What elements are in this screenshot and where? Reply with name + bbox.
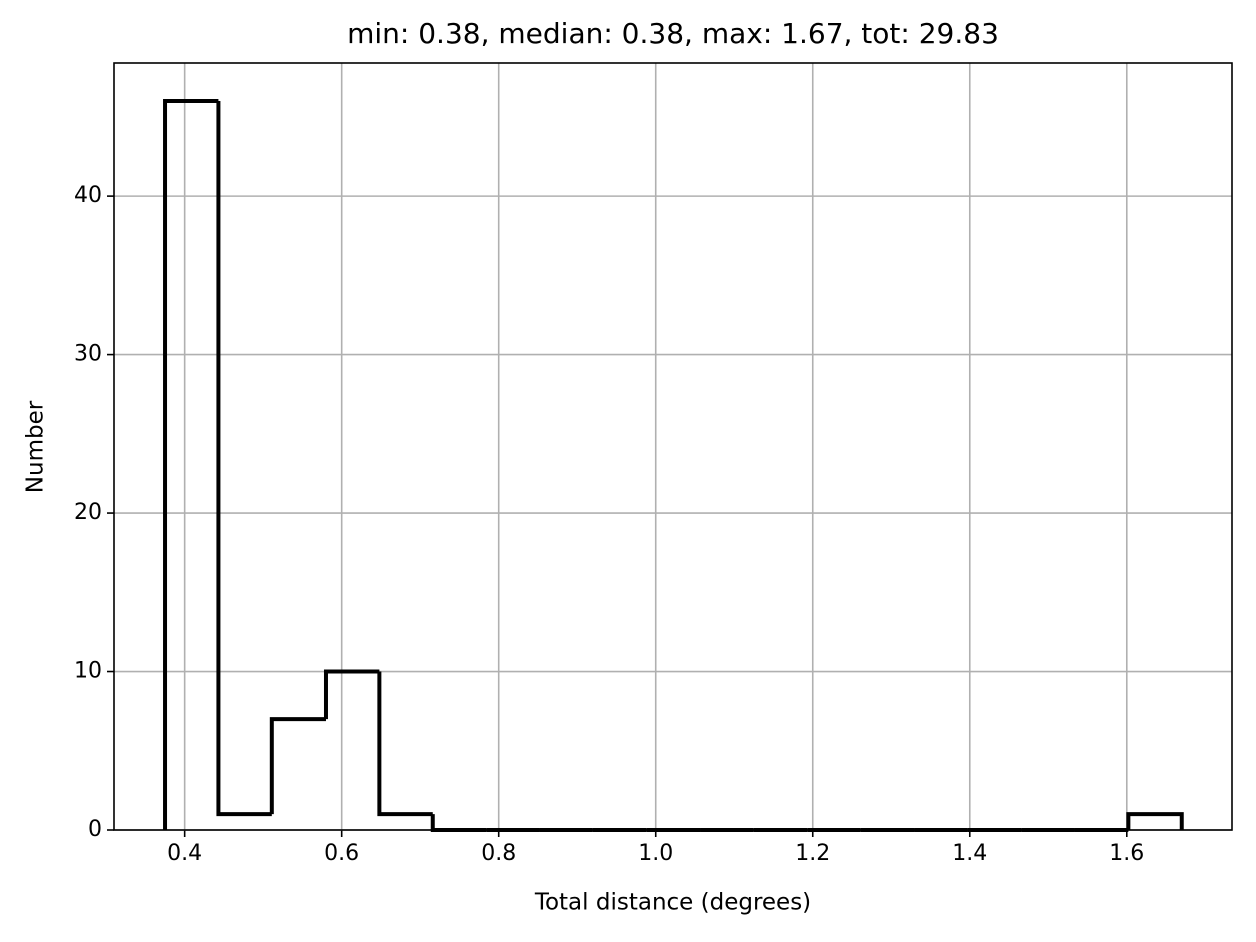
histogram-bar	[163, 99, 219, 830]
y-axis-label: Number	[23, 400, 49, 493]
y-tick-label: 30	[74, 342, 102, 367]
x-tick-label: 1.2	[795, 841, 830, 866]
x-tick-label: 0.8	[481, 841, 516, 866]
x-tick-label: 1.6	[1109, 841, 1144, 866]
histogram-bar	[430, 814, 487, 832]
x-tick-label: 1.4	[952, 841, 987, 866]
histogram-bar	[1126, 812, 1184, 830]
histogram-bar	[323, 669, 380, 720]
histogram-bar	[269, 717, 326, 815]
y-tick-label: 10	[74, 659, 102, 684]
y-tick-label: 20	[74, 500, 102, 525]
chart-title: min: 0.38, median: 0.38, max: 1.67, tot:…	[347, 17, 999, 50]
x-tick-label: 1.0	[638, 841, 673, 866]
x-tick-label: 0.4	[167, 841, 202, 866]
y-tick-label: 0	[88, 817, 102, 842]
x-tick-label: 0.6	[324, 841, 359, 866]
x-axis-label: Total distance (degrees)	[534, 890, 811, 916]
histogram-bar	[377, 671, 433, 817]
plot-frame	[113, 62, 1233, 831]
y-tick-label: 40	[74, 183, 102, 208]
histogram-bar	[216, 101, 272, 817]
